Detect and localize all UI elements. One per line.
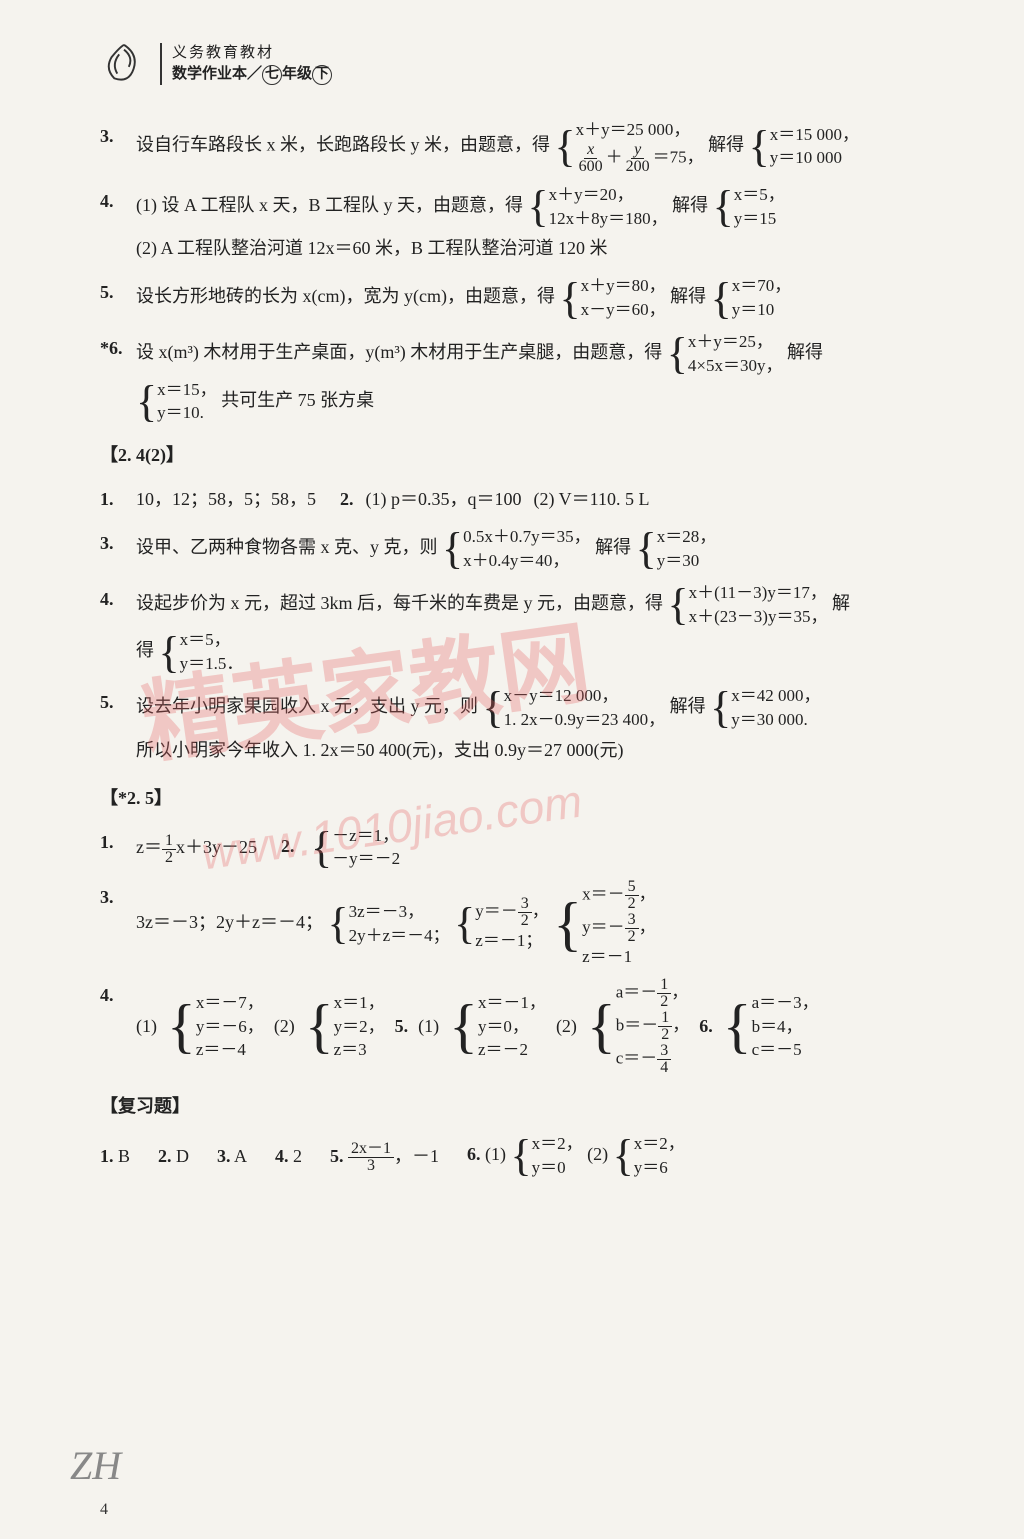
problem-number: 3. xyxy=(100,525,136,573)
problem-text: 设长方形地砖的长为 x(cm)，宽为 y(cm)，由题意，得 xyxy=(136,286,555,306)
solution-system: { x＝70， y＝10 xyxy=(711,274,792,322)
header-text: 义务教育教材 数学作业本／七年级下 xyxy=(160,43,332,85)
solution-system: { x＝42 000， y＝30 000. xyxy=(710,684,820,732)
problem-tail: 所以小明家今年收入 1. 2x＝50 400(元)，支出 0.9y＝27 000… xyxy=(136,732,944,768)
problem-number: 3. xyxy=(100,879,136,969)
solve-label: 解得 xyxy=(708,135,744,155)
page-number: 4 xyxy=(100,1501,108,1519)
solution-system: { x＝5， y＝15 xyxy=(713,183,785,231)
problem-text: 设自行车路段长 x 米，长跑路段长 y 米，由题意，得 xyxy=(136,135,550,155)
content-area: 3. 设自行车路段长 x 米，长跑路段长 y 米，由题意，得 { x＋y＝25 … xyxy=(100,118,944,1180)
problem-text: 设甲、乙两种食物各需 x 克、y 克，则 xyxy=(136,537,438,557)
equation-system: { x＋y＝20， 12x＋8y＝180， xyxy=(528,183,668,231)
equation-system: { y＝－32， z＝－1； xyxy=(454,896,549,953)
solution-system: { x＝28， y＝30 xyxy=(636,525,717,573)
problem-a3: 3. 设自行车路段长 x 米，长跑路段长 y 米，由题意，得 { x＋y＝25 … xyxy=(100,118,944,175)
problem-text: 3z＝－3；2y＋z＝－4； xyxy=(136,912,323,932)
section-header-review: 【复习题】 xyxy=(100,1088,944,1124)
problem-tail: 共可生产 75 张方桌 xyxy=(221,390,374,410)
page-header: 义务教育教材 数学作业本／七年级下 xyxy=(100,40,944,88)
page-container: 义务教育教材 数学作业本／七年级下 精英家教网 www.1010jiao.com… xyxy=(0,0,1024,1208)
equation-system: { x＝－7， y＝－6， z＝－4 xyxy=(167,991,264,1062)
logo-icon xyxy=(100,40,148,88)
equation-system: { 3z＝－3， 2y＋z＝－4； xyxy=(327,900,449,948)
header-series: 义务教育教材 xyxy=(172,43,332,64)
problem-number: 3. xyxy=(100,118,136,175)
equation-system: { x＝－52， y＝－32， z＝－1 xyxy=(553,879,655,969)
problem-part2: (2) A 工程队整治河道 12x＝60 米，B 工程队整治河道 120 米 xyxy=(136,230,944,266)
equation-system: { x＋y＝80， x－y＝60， xyxy=(559,274,665,322)
equation-system: { x＝1， y＝2， z＝3 xyxy=(305,991,385,1062)
equation-system: { x＋(11－3)y＝17， x＋(23－3)y＝35， xyxy=(668,581,828,629)
problem-text: 10，12；58，5；58，5 xyxy=(136,481,316,517)
problem-a4: 4. (1) 设 A 工程队 x 天，B 工程队 y 天，由题意，得 { x＋y… xyxy=(100,183,944,267)
equation-system: { x＝－1， y＝0， z＝－2 xyxy=(449,991,546,1062)
problem-number: 5. xyxy=(100,684,136,768)
problem-text: 设去年小明家果园收入 x 元，支出 y 元，则 xyxy=(136,696,478,716)
header-title: 数学作业本／七年级下 xyxy=(172,64,332,85)
problem-a6: *6. 设 x(m³) 木材用于生产桌面，y(m³) 木材用于生产桌腿，由题意，… xyxy=(100,330,944,425)
equation-system: { 0.5x＋0.7y＝35， x＋0.4y＝40， xyxy=(442,525,591,573)
problem-b1-b2: 1. 10，12；58，5；58，5 2.(1) p＝0.35，q＝100(2)… xyxy=(100,481,944,517)
problem-b4: 4. 设起步价为 x 元，超过 3km 后，每千米的车费是 y 元，由题意，得 … xyxy=(100,581,944,676)
problem-c3: 3. 3z＝－3；2y＋z＝－4； { 3z＝－3， 2y＋z＝－4； { y＝… xyxy=(100,879,944,969)
equation-system: { a＝－3， b＝4， c＝－5 xyxy=(723,991,819,1062)
equation-system: { x＋y＝25 000， x600＋y200＝75， xyxy=(555,118,704,175)
problem-b3: 3. 设甲、乙两种食物各需 x 克、y 克，则 { 0.5x＋0.7y＝35， … xyxy=(100,525,944,573)
equation-system: { x＝2， y＝0 xyxy=(511,1132,583,1180)
footer-mark: ZH xyxy=(70,1442,121,1489)
solution-system: { x＝15， y＝10. xyxy=(136,378,217,426)
review-row: 1. B 2. D 3. A 4. 2 5. 2x－13，－1 6. (1) {… xyxy=(100,1132,944,1180)
problem-number: 1. xyxy=(100,481,136,517)
equation-system: { x＝2， y＝6 xyxy=(613,1132,685,1180)
problem-c4-c5-c6: 4. (1) { x＝－7， y＝－6， z＝－4 (2) { x＝1， xyxy=(100,977,944,1076)
problem-b5: 5. 设去年小明家果园收入 x 元，支出 y 元，则 { x－y＝12 000，… xyxy=(100,684,944,768)
problem-number: 4. xyxy=(100,581,136,676)
problem-number: 1. xyxy=(100,824,136,872)
solution-system: { x＝15 000， y＝10 000 xyxy=(749,123,859,171)
problem-number: 5. xyxy=(100,274,136,322)
section-header-25: 【*2. 5】 xyxy=(100,780,944,816)
problem-a5: 5. 设长方形地砖的长为 x(cm)，宽为 y(cm)，由题意，得 { x＋y＝… xyxy=(100,274,944,322)
problem-number: 4. xyxy=(100,977,136,1076)
problem-number: 4. xyxy=(100,183,136,267)
problem-number: *6. xyxy=(100,330,136,425)
equation-system: { －z＝1， －y＝－2 xyxy=(311,824,400,872)
problem-text: 设 A 工程队 x 天，B 工程队 y 天，由题意，得 xyxy=(162,195,524,215)
problem-text: 设起步价为 x 元，超过 3km 后，每千米的车费是 y 元，由题意，得 xyxy=(136,593,663,613)
equation-system: { x＋y＝25， 4×5x＝30y， xyxy=(667,330,783,378)
problem-c1-c2: 1. z＝12x＋3y－25 2. { －z＝1， －y＝－2 xyxy=(100,824,944,872)
problem-text: 设 x(m³) 木材用于生产桌面，y(m³) 木材用于生产桌腿，由题意，得 xyxy=(136,342,662,362)
equation-system: { a＝－12， b＝－12， c＝－34 xyxy=(587,977,689,1076)
section-header-242: 【2. 4(2)】 xyxy=(100,437,944,473)
equation-system: { x－y＝12 000， 1. 2x－0.9y＝23 400， xyxy=(483,684,666,732)
solution-system: { x＝5， y＝1.5． xyxy=(159,628,244,676)
